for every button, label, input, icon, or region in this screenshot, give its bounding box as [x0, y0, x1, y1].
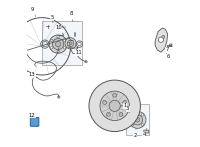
Text: 9: 9 — [31, 7, 36, 17]
Text: 2: 2 — [134, 129, 137, 138]
Text: 3: 3 — [126, 106, 129, 112]
Text: 12: 12 — [29, 113, 35, 118]
Text: 6: 6 — [165, 51, 170, 59]
Circle shape — [58, 96, 60, 98]
Text: 1: 1 — [121, 103, 127, 108]
Circle shape — [57, 36, 59, 38]
Circle shape — [65, 38, 76, 49]
FancyBboxPatch shape — [71, 21, 78, 33]
Circle shape — [141, 123, 144, 126]
FancyBboxPatch shape — [72, 35, 76, 39]
FancyBboxPatch shape — [30, 117, 39, 126]
Text: 11: 11 — [75, 50, 82, 55]
Circle shape — [131, 114, 134, 116]
Circle shape — [162, 35, 165, 38]
Circle shape — [64, 34, 70, 40]
Bar — [42, 21, 82, 65]
Circle shape — [67, 40, 74, 47]
Circle shape — [158, 37, 164, 42]
Circle shape — [51, 47, 53, 49]
Circle shape — [85, 61, 87, 63]
Circle shape — [141, 114, 144, 116]
Circle shape — [89, 80, 140, 132]
Circle shape — [69, 42, 72, 45]
FancyBboxPatch shape — [62, 32, 75, 45]
Circle shape — [128, 107, 131, 110]
Text: 13: 13 — [29, 72, 37, 78]
Circle shape — [57, 34, 59, 36]
Circle shape — [49, 35, 67, 53]
Circle shape — [132, 115, 143, 125]
Text: 4: 4 — [142, 132, 146, 137]
Circle shape — [63, 39, 66, 42]
Circle shape — [103, 101, 107, 105]
Text: 8: 8 — [70, 11, 73, 21]
Text: 10: 10 — [55, 25, 64, 35]
Circle shape — [55, 41, 61, 47]
Circle shape — [100, 91, 129, 121]
Circle shape — [51, 39, 53, 42]
Circle shape — [70, 37, 74, 41]
Text: 7: 7 — [166, 45, 169, 52]
FancyBboxPatch shape — [59, 23, 66, 32]
Polygon shape — [155, 28, 168, 52]
Bar — [126, 104, 149, 135]
Text: 5: 5 — [51, 15, 54, 23]
Circle shape — [119, 112, 123, 116]
FancyBboxPatch shape — [68, 42, 70, 46]
Circle shape — [53, 39, 64, 50]
Circle shape — [57, 50, 59, 53]
Circle shape — [63, 47, 66, 49]
FancyBboxPatch shape — [170, 44, 172, 47]
Circle shape — [123, 101, 127, 105]
Circle shape — [113, 93, 117, 97]
Circle shape — [109, 100, 120, 111]
Circle shape — [129, 111, 146, 128]
Circle shape — [131, 123, 134, 126]
Circle shape — [135, 118, 140, 122]
FancyBboxPatch shape — [144, 130, 149, 133]
Circle shape — [107, 112, 110, 116]
